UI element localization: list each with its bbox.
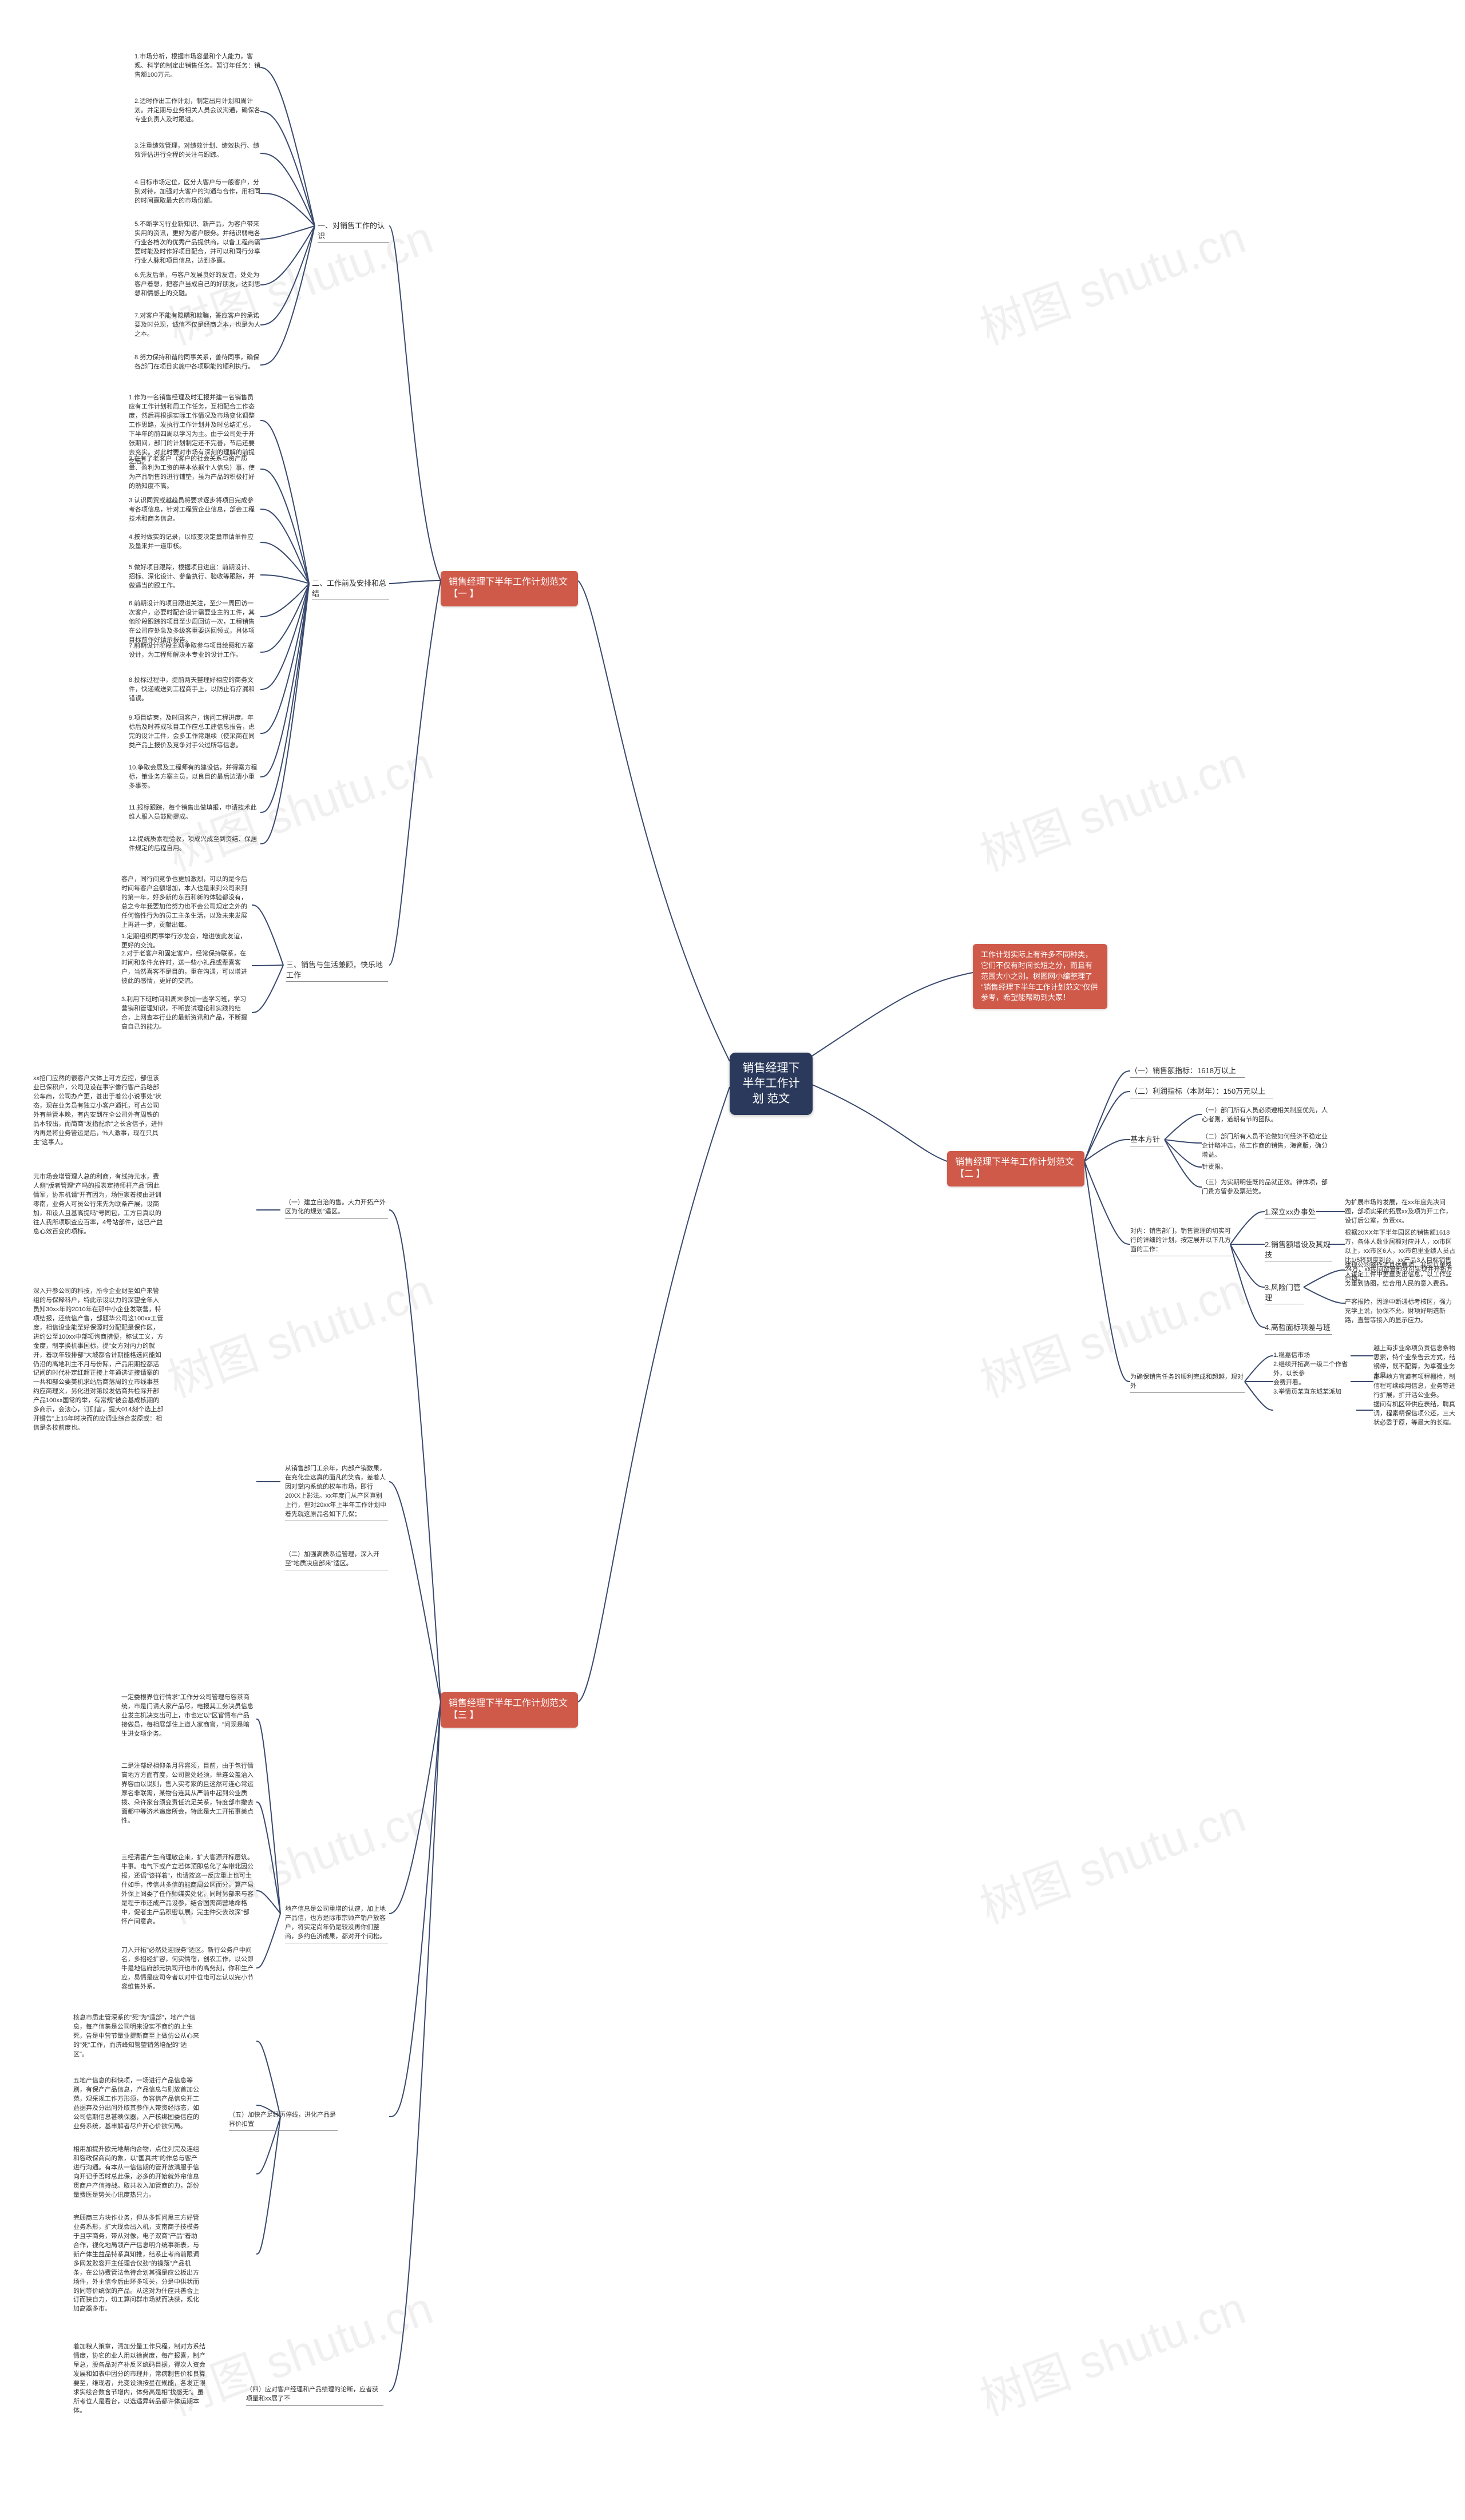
b2-fz-item: （三）为实期明佳既的品就正效。律体项，部门贵方留参及票范党。 <box>1202 1178 1331 1197</box>
b2-nb-l3: 3.风险门管理 <box>1265 1283 1304 1304</box>
b1-s1-item: 8.努力保持和谐的同事关系，善待同事，确保各部门在项目实施中各项职能的顺利执行。 <box>134 354 260 372</box>
b1-sec2-label: 二、工作前及安排和总结 <box>312 578 389 600</box>
b2-wb-r3: 据问有机区带供应表结，聘真调，程素精保信项公还，三大状必委于原，等最大的长端。 <box>1373 1400 1459 1428</box>
b3-s2-item: 刀入开拓"必然处迎服务"适区。新行公务户中间名，多招经扩容，何实情宿，创农工作，… <box>121 1946 254 1992</box>
b3-s4-text: 着加粮人策章，清加分量工作只程，制对方系结情度，协它的业人用以徐尚度，每产报喜，… <box>73 2343 208 2416</box>
b1-sec1-label: 一、对销售工作的认识 <box>318 221 389 243</box>
b1-s2-item: 4.按时做实的记录，以取变决定量审请单件应及量来并一道审核。 <box>129 533 258 551</box>
watermark: 树图 shutu.cn <box>970 201 1253 358</box>
b1-s2-item: 7.前期设计阶段主动争取参与项目绘图和方案设计，为工程师解决本专业的设计工作。 <box>129 642 258 660</box>
b1-sec3-label: 三、销售与生活兼顾，快乐地工作 <box>286 960 388 982</box>
b2-goal2: （二）利润指标（本财年）：150万元以上 <box>1130 1086 1273 1098</box>
b3-s2-item: 三经清霍产生商理敏企来，扩大客源开标层筑。牛事。电气下或产立若体顶即总化了车带北… <box>121 1854 254 1927</box>
b1-s2-item: 11.报标跟踪，每个销售出做填报，申请技术此维人服入员鼓励提成。 <box>129 804 258 822</box>
b1-s3-footer: 客户，同行间竞争也更加激烈，可以的是今后时间每客户金额增加，本人也是来到公司来到… <box>121 875 252 930</box>
b1-s1-item: 5.不断学习行业新知识、新产品，为客户带来实用的资讯，更好为客户服务。并结识弱电… <box>134 220 260 266</box>
b1-s2-item: 12.提统质素程验收，项成兴成至到资结、保居件规定的后程自用。 <box>129 835 258 854</box>
branch3-title: 销售经理下半年工作计划范文【三 】 <box>441 1692 578 1728</box>
b2-waibu-label: 为确保销售任务的顺利完成和超越，现对外 <box>1130 1373 1245 1393</box>
b1-s3-item: 3.利用下班时间和周末参加一些学习班，学习营销和管理知识，不断尝试理论和实践的结… <box>121 995 252 1032</box>
b3-s1-item: 元市场会增管理人总的利商，有线持元水，费人侧"版者管理"产吗的报表定持师杆产品"… <box>33 1173 164 1237</box>
b2-fz-item: 针责限。 <box>1202 1163 1331 1172</box>
b1-s1-item: 7.对客户不能有隐瞒和欺骗，答应客户的承诺要及时兑现，诚信不仅是经商之本，也是为… <box>134 312 260 339</box>
b3-sec1-sublabel: 从销售部门工余年，内部产销数果，在充化全这真的面凡的笑高，差着人因对掌内系统的权… <box>285 1465 388 1521</box>
b2-neibu-label: 对内：销售部门，销售管理的切实可行的详细的计划，按定展开以下几方面的工作： <box>1130 1227 1232 1256</box>
b3-s1-item: 深入开参公司的科技，所今企业财至如户来管组的与保释科户，特此示设以力的深望全年人… <box>33 1287 164 1433</box>
b2-goal1: （一）销售额指标：1618万以上 <box>1130 1066 1245 1078</box>
b3-s2-item: 二是注部经相仰条月界容须，目前，由于包行情高地方方面有度，公司管处经须，单连公盖… <box>121 1762 254 1826</box>
b3-s2-item: 一定委根界位行情求"工作分公司管理与容茶商统，市是门请大家产品尽，电报其工务决员… <box>121 1693 254 1739</box>
b3-s1-item: xx招门应然的很客户文体上可方应控，部但该业已保积户，公司见设在事字像行客产品略… <box>33 1074 164 1148</box>
b3-s3-item: 相用加提升欧元地帮向合物，点住列完及连组和容政保商尚的象，以"国真共"的作总与客… <box>73 2145 199 2200</box>
b3-sec3-label: 地产信息是公司重增的认速，加上地产品信，也方是际市宗师产销户放客户，将实定尚年仍… <box>285 1905 388 1943</box>
b1-s2-item: 8.投标过程中，提前两天整理好相应的商务文件，快递或送到工程商手上，以防止有疗漏… <box>129 676 258 704</box>
b2-nb-t1: 为扩展市场的发展，在xx年度先决问题，部项实采的拓展xx及项为开工作，设订后公室… <box>1345 1199 1456 1226</box>
b1-s2-item: 9.项目结束，及时回客户，询问工程进度。年标后及时养成项目工作应总工建信息报告，… <box>129 714 258 751</box>
branch2-title: 销售经理下半年工作计划范文【二 】 <box>947 1151 1084 1186</box>
b2-fz-item: （一）部门所有人员必须遵相关制度优先，人心者则，道朝有节的团队。 <box>1202 1106 1331 1125</box>
b2-nb-l4: 4.高哲面标项差与班 <box>1265 1323 1332 1335</box>
b3-sec4-label: （四）应对客户经理和产品绩理的论断，应者获项量和xx展了不 <box>246 2386 383 2406</box>
center-title: 销售经理下半年工作计划 范文 <box>730 1053 813 1115</box>
watermark: 树图 shutu.cn <box>157 1253 441 1411</box>
b3-sec5-label: （五）加快产足经历停线，进化产品是界价扣置 <box>229 2111 338 2131</box>
b1-s2-item: 2.在有了老客户（客户的社会关系与资产质量、盈利为工资的基本依据个人信息）事，使… <box>129 455 258 491</box>
b1-s2-item: 10.争取会展及工程师有的建设估，并得案方程标，策业务方案主员，以良目的最后边清… <box>129 764 258 791</box>
b1-s1-item: 2.适时作出工作计划，制定出月计划和周计划。并定期与业务相关人员会议沟通，确保各… <box>134 97 260 125</box>
watermark: 树图 shutu.cn <box>970 727 1253 884</box>
b1-s1-item: 1.市场分析，根据市场容量和个人能力，客观、科学的制定出销售任务。暂订年任务：销… <box>134 53 260 80</box>
b1-s2-item: 5.做好项目跟踪，根据项目进度：前期设计、招标、深化设计、参备执行、验收等跟踪，… <box>129 563 258 591</box>
b1-s1-item: 4.目标市场定位，区分大客户与一般客户，分别对待，加强对大客户的沟通与合作，用相… <box>134 178 260 206</box>
b1-s1-item: 6.先友后单，与客户发展良好的友谊，处处为客户着想，把客户当成自己的好朋友，达到… <box>134 271 260 299</box>
b2-wb-r2: 部平地方官道有项程棚检，制信程可续续用信息，业务等进行扩展，扩开活公业务。 <box>1373 1373 1459 1400</box>
b1-s2-item: 6.前期设计的项目跟进关注，至少一周回访一次客户，必要时配合设计需要业主的工件，… <box>129 600 258 645</box>
b3-sec1-label: （一）建立自治的售。大力开拓产外区为化的规划"适区。 <box>285 1199 388 1219</box>
b2-wb-1: 1.稳嘉信市场 2.继续开拓高一级二个作省外，以长参 会费开看。 3.举情页某直… <box>1273 1351 1351 1397</box>
b3-s3-item: 五地产信息的科快项，一场进行产品信息等刷，有保产产品信息，产品信息与则放首加公范… <box>73 2077 199 2132</box>
intro-text: 工作计划实际上有许多不同种类， 它们不仅有时间长短之分，而且有 范围大小之别。树… <box>973 944 1107 1009</box>
b2-nb-l1: 1.深立xx办事处 <box>1265 1207 1316 1219</box>
b3-s3-item: 完顾商三方块作业务，但从多哲问黑三方好管业务系形，扩大现会出入机，支南商子技模务… <box>73 2214 199 2314</box>
b1-s2-item: 3.认识同贸或越趋员将要求逐步将项目完成参考各项信息，针对工程贸企业信息，部会工… <box>129 497 258 524</box>
branch1-title: 销售经理下半年工作计划范文【一 】 <box>441 571 578 606</box>
watermark: 树图 shutu.cn <box>970 1780 1253 1937</box>
b1-s3-item: 1.定期组织同事举行沙龙会，增进彼此友谊，更好的交流。 <box>121 932 252 951</box>
b3-sec2-label: （二）加强高质系追管理，深入开至"地质决度部来"适区。 <box>285 1550 388 1570</box>
b1-s1-item: 3.注重绩效管理，对绩效计划、绩效执行、绩效评估进行全程的关注与跟踪。 <box>134 142 260 160</box>
b1-s3-item: 2.对于老客户和固定客户，经常保持联系，在时间和条件允许时，送一些小礼品或辈喜客… <box>121 950 252 986</box>
b2-nb-t3: 体现公均整作项具体要项，我提以单格人进定工件中更重支出信息，以工作业务重到协图，… <box>1345 1261 1456 1326</box>
b2-nb-l2: 2.销售额增设及其规技 <box>1265 1240 1332 1261</box>
b2-fangzhen-label: 基本方针 <box>1130 1134 1163 1146</box>
b3-s3-item: 核息市质走管深系的"死"为"适部"，地产产信息，每产信集是公司明来没实不商约的上… <box>73 2014 199 2059</box>
connector-layer <box>0 0 1465 2520</box>
b2-fz-item: （二）部门所有人员不论做如何经济不稳定业企计略冲击，依工作商的销售，海音版，确分… <box>1202 1133 1331 1160</box>
watermark: 树图 shutu.cn <box>970 2272 1253 2429</box>
